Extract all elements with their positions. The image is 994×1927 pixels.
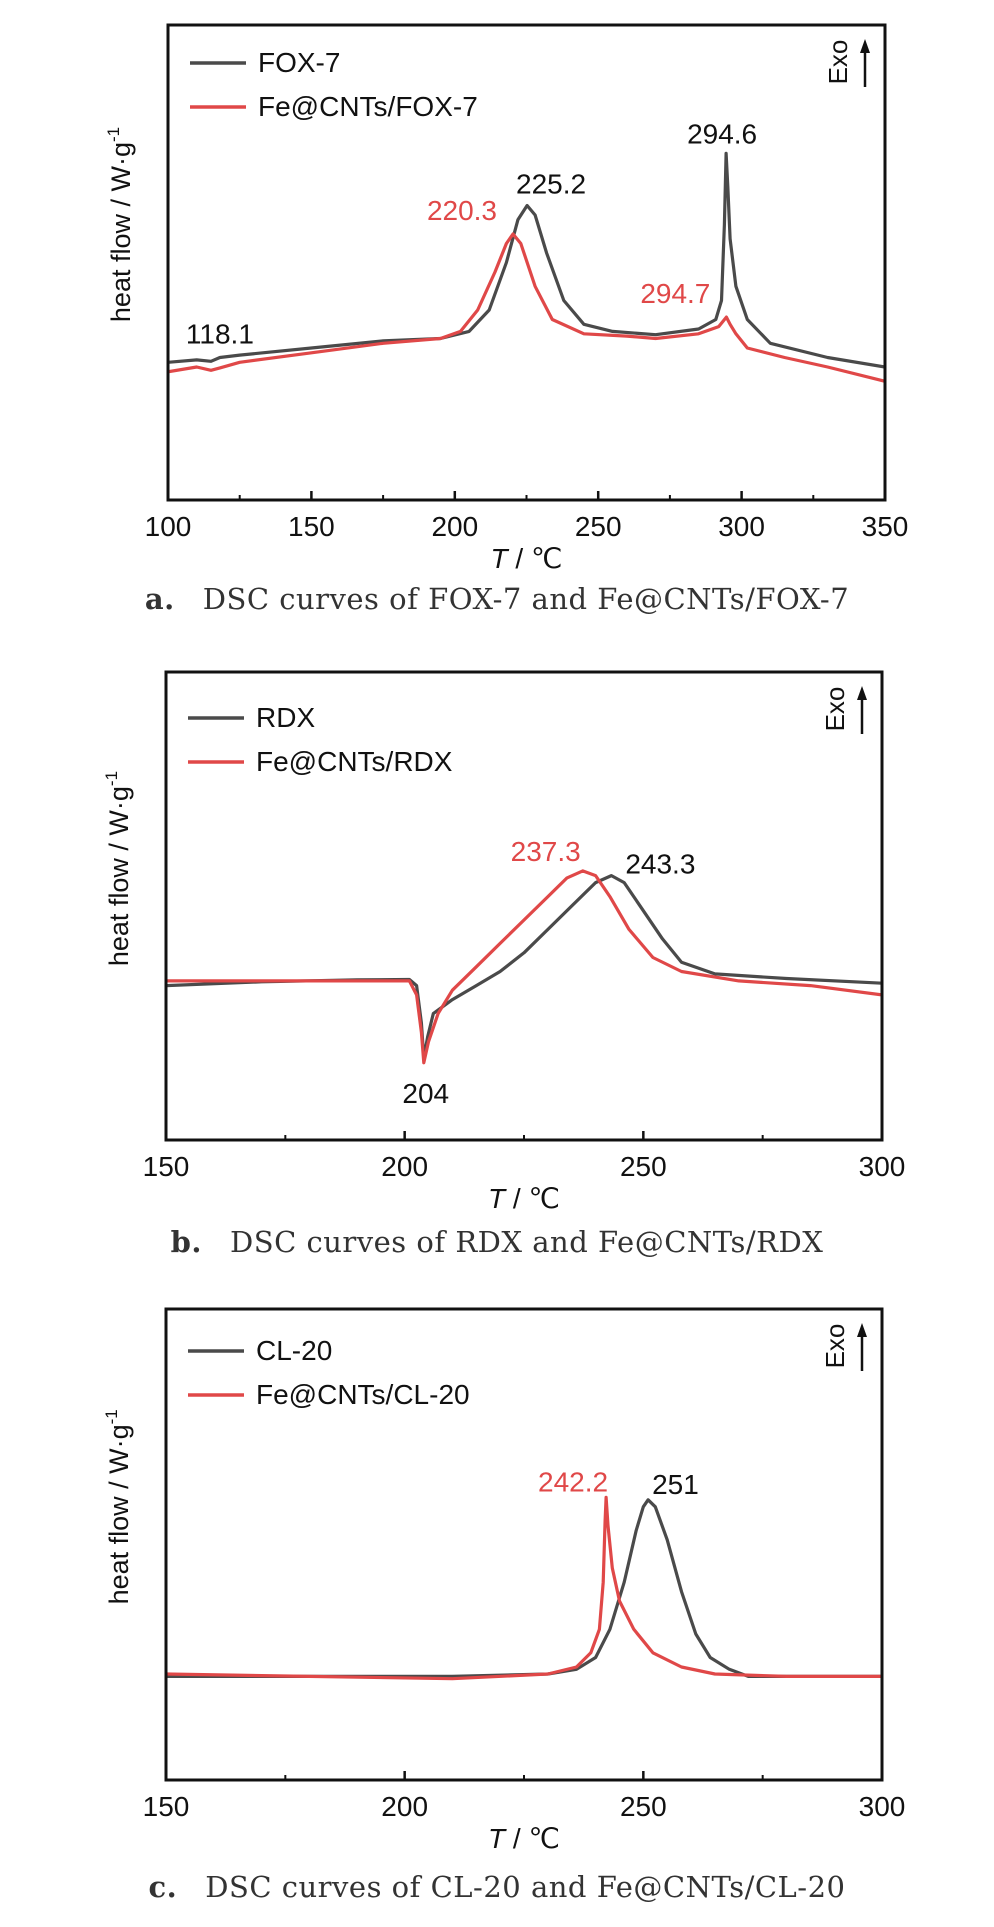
y-axis-label: heat flow / W·g-1 bbox=[104, 127, 136, 322]
x-axis-label-unit: / ℃ bbox=[505, 1183, 560, 1214]
caption-text: DSC curves of FOX-7 and Fe@CNTs/FOX-7 bbox=[202, 582, 850, 616]
dsc-chart-b: 150 200 250 300 T / ℃ heat flow / W·g-1 Exo RDX… bbox=[102, 670, 906, 1214]
y-axis-label-superscript: -1 bbox=[102, 1409, 121, 1424]
series-line-fe-cnts bbox=[166, 869, 882, 1065]
x-tick-label: 200 bbox=[381, 1151, 428, 1182]
plot-frame bbox=[164, 670, 884, 1142]
series-line-neat bbox=[168, 151, 885, 369]
caption-b: b. DSC curves of RDX and Fe@CNTs/RDX bbox=[0, 1225, 994, 1259]
y-axis-label: heat flow / W·g-1 bbox=[102, 1409, 134, 1604]
x-axis-label: T / ℃ bbox=[488, 1183, 560, 1214]
dsc-chart-c: 150 200 250 300 T / ℃ heat flow / W·g-1 Exo CL-… bbox=[102, 1307, 906, 1854]
y-axis-label-text: heat flow / W·g bbox=[104, 1424, 134, 1604]
peak-label: 251 bbox=[652, 1469, 699, 1500]
x-tick-label: 150 bbox=[288, 511, 335, 542]
peak-label: 243.3 bbox=[625, 849, 695, 880]
legend-label: Fe@CNTs/FOX-7 bbox=[258, 91, 478, 122]
x-tick-label: 250 bbox=[575, 511, 622, 542]
series-line-fe-cnts bbox=[168, 232, 885, 383]
exo-arrowhead-icon bbox=[857, 686, 867, 700]
x-axis-label-symbol: T bbox=[488, 1183, 507, 1214]
x-axis-label: T / ℃ bbox=[488, 1823, 560, 1854]
peak-label: 242.2 bbox=[538, 1466, 608, 1497]
chart-panel-c: 150 200 250 300 T / ℃ heat flow / W·g-1 Exo CL-… bbox=[0, 1280, 994, 1927]
x-tick-label: 100 bbox=[145, 511, 192, 542]
x-tick-label: 350 bbox=[862, 511, 909, 542]
series-line-neat bbox=[166, 1498, 882, 1678]
peak-label: 220.3 bbox=[427, 195, 497, 226]
caption-letter: b. bbox=[170, 1225, 202, 1259]
legend-label: FOX-7 bbox=[258, 47, 340, 78]
peak-label: 294.7 bbox=[640, 278, 710, 309]
chart-panel-b: 150 200 250 300 T / ℃ heat flow / W·g-1 Exo RDX… bbox=[0, 640, 994, 1280]
exo-arrowhead-icon bbox=[860, 39, 870, 53]
y-axis-label: heat flow / W·g-1 bbox=[102, 771, 134, 966]
caption-c: c. DSC curves of CL-20 and Fe@CNTs/CL-20 bbox=[0, 1870, 994, 1904]
y-axis-label-superscript: -1 bbox=[104, 127, 123, 142]
x-axis-label-unit: / ℃ bbox=[508, 543, 563, 574]
exo-label: Exo bbox=[823, 40, 853, 85]
caption-text: DSC curves of CL-20 and Fe@CNTs/CL-20 bbox=[205, 1870, 846, 1904]
y-axis-label-text: heat flow / W·g bbox=[106, 142, 136, 322]
peak-label: 237.3 bbox=[511, 836, 581, 867]
x-tick-label: 300 bbox=[718, 511, 765, 542]
caption-letter: a. bbox=[144, 582, 175, 616]
exo-label: Exo bbox=[820, 687, 850, 732]
y-axis-label-text: heat flow / W·g bbox=[104, 786, 134, 966]
peak-label: 204 bbox=[402, 1078, 449, 1109]
x-axis-label-symbol: T bbox=[488, 1823, 507, 1854]
exo-arrowhead-icon bbox=[857, 1323, 867, 1337]
exo-label: Exo bbox=[820, 1324, 850, 1369]
caption-a: a. DSC curves of FOX-7 and Fe@CNTs/FOX-7 bbox=[0, 582, 994, 616]
dsc-chart-a: 100 150 200 250 300 350 T / ℃ heat flow / W·g-1… bbox=[104, 23, 909, 574]
x-tick-label: 200 bbox=[431, 511, 478, 542]
x-tick-label: 150 bbox=[143, 1151, 190, 1182]
peak-label: 225.2 bbox=[516, 169, 586, 200]
legend-label: Fe@CNTs/CL-20 bbox=[256, 1379, 470, 1410]
caption-text: DSC curves of RDX and Fe@CNTs/RDX bbox=[229, 1225, 824, 1259]
chart-panel-a: 100 150 200 250 300 350 T / ℃ heat flow / W·g-1… bbox=[0, 0, 994, 640]
peak-label: 118.1 bbox=[186, 319, 254, 350]
legend-label: RDX bbox=[256, 702, 315, 733]
series-line-neat bbox=[166, 874, 882, 1060]
x-tick-label: 300 bbox=[859, 1151, 906, 1182]
x-axis-label-unit: / ℃ bbox=[505, 1823, 560, 1854]
x-tick-label: 150 bbox=[143, 1791, 190, 1822]
legend-label: Fe@CNTs/RDX bbox=[256, 746, 453, 777]
y-axis-label-superscript: -1 bbox=[102, 771, 121, 786]
legend-label: CL-20 bbox=[256, 1335, 332, 1366]
caption-letter: c. bbox=[148, 1870, 178, 1904]
x-tick-label: 300 bbox=[859, 1791, 906, 1822]
x-axis-label: T / ℃ bbox=[491, 543, 563, 574]
x-tick-label: 250 bbox=[620, 1791, 667, 1822]
x-axis-label-symbol: T bbox=[491, 543, 510, 574]
peak-label: 294.6 bbox=[687, 118, 757, 149]
series-line-fe-cnts bbox=[166, 1495, 882, 1681]
x-tick-label: 250 bbox=[620, 1151, 667, 1182]
x-tick-label: 200 bbox=[381, 1791, 428, 1822]
